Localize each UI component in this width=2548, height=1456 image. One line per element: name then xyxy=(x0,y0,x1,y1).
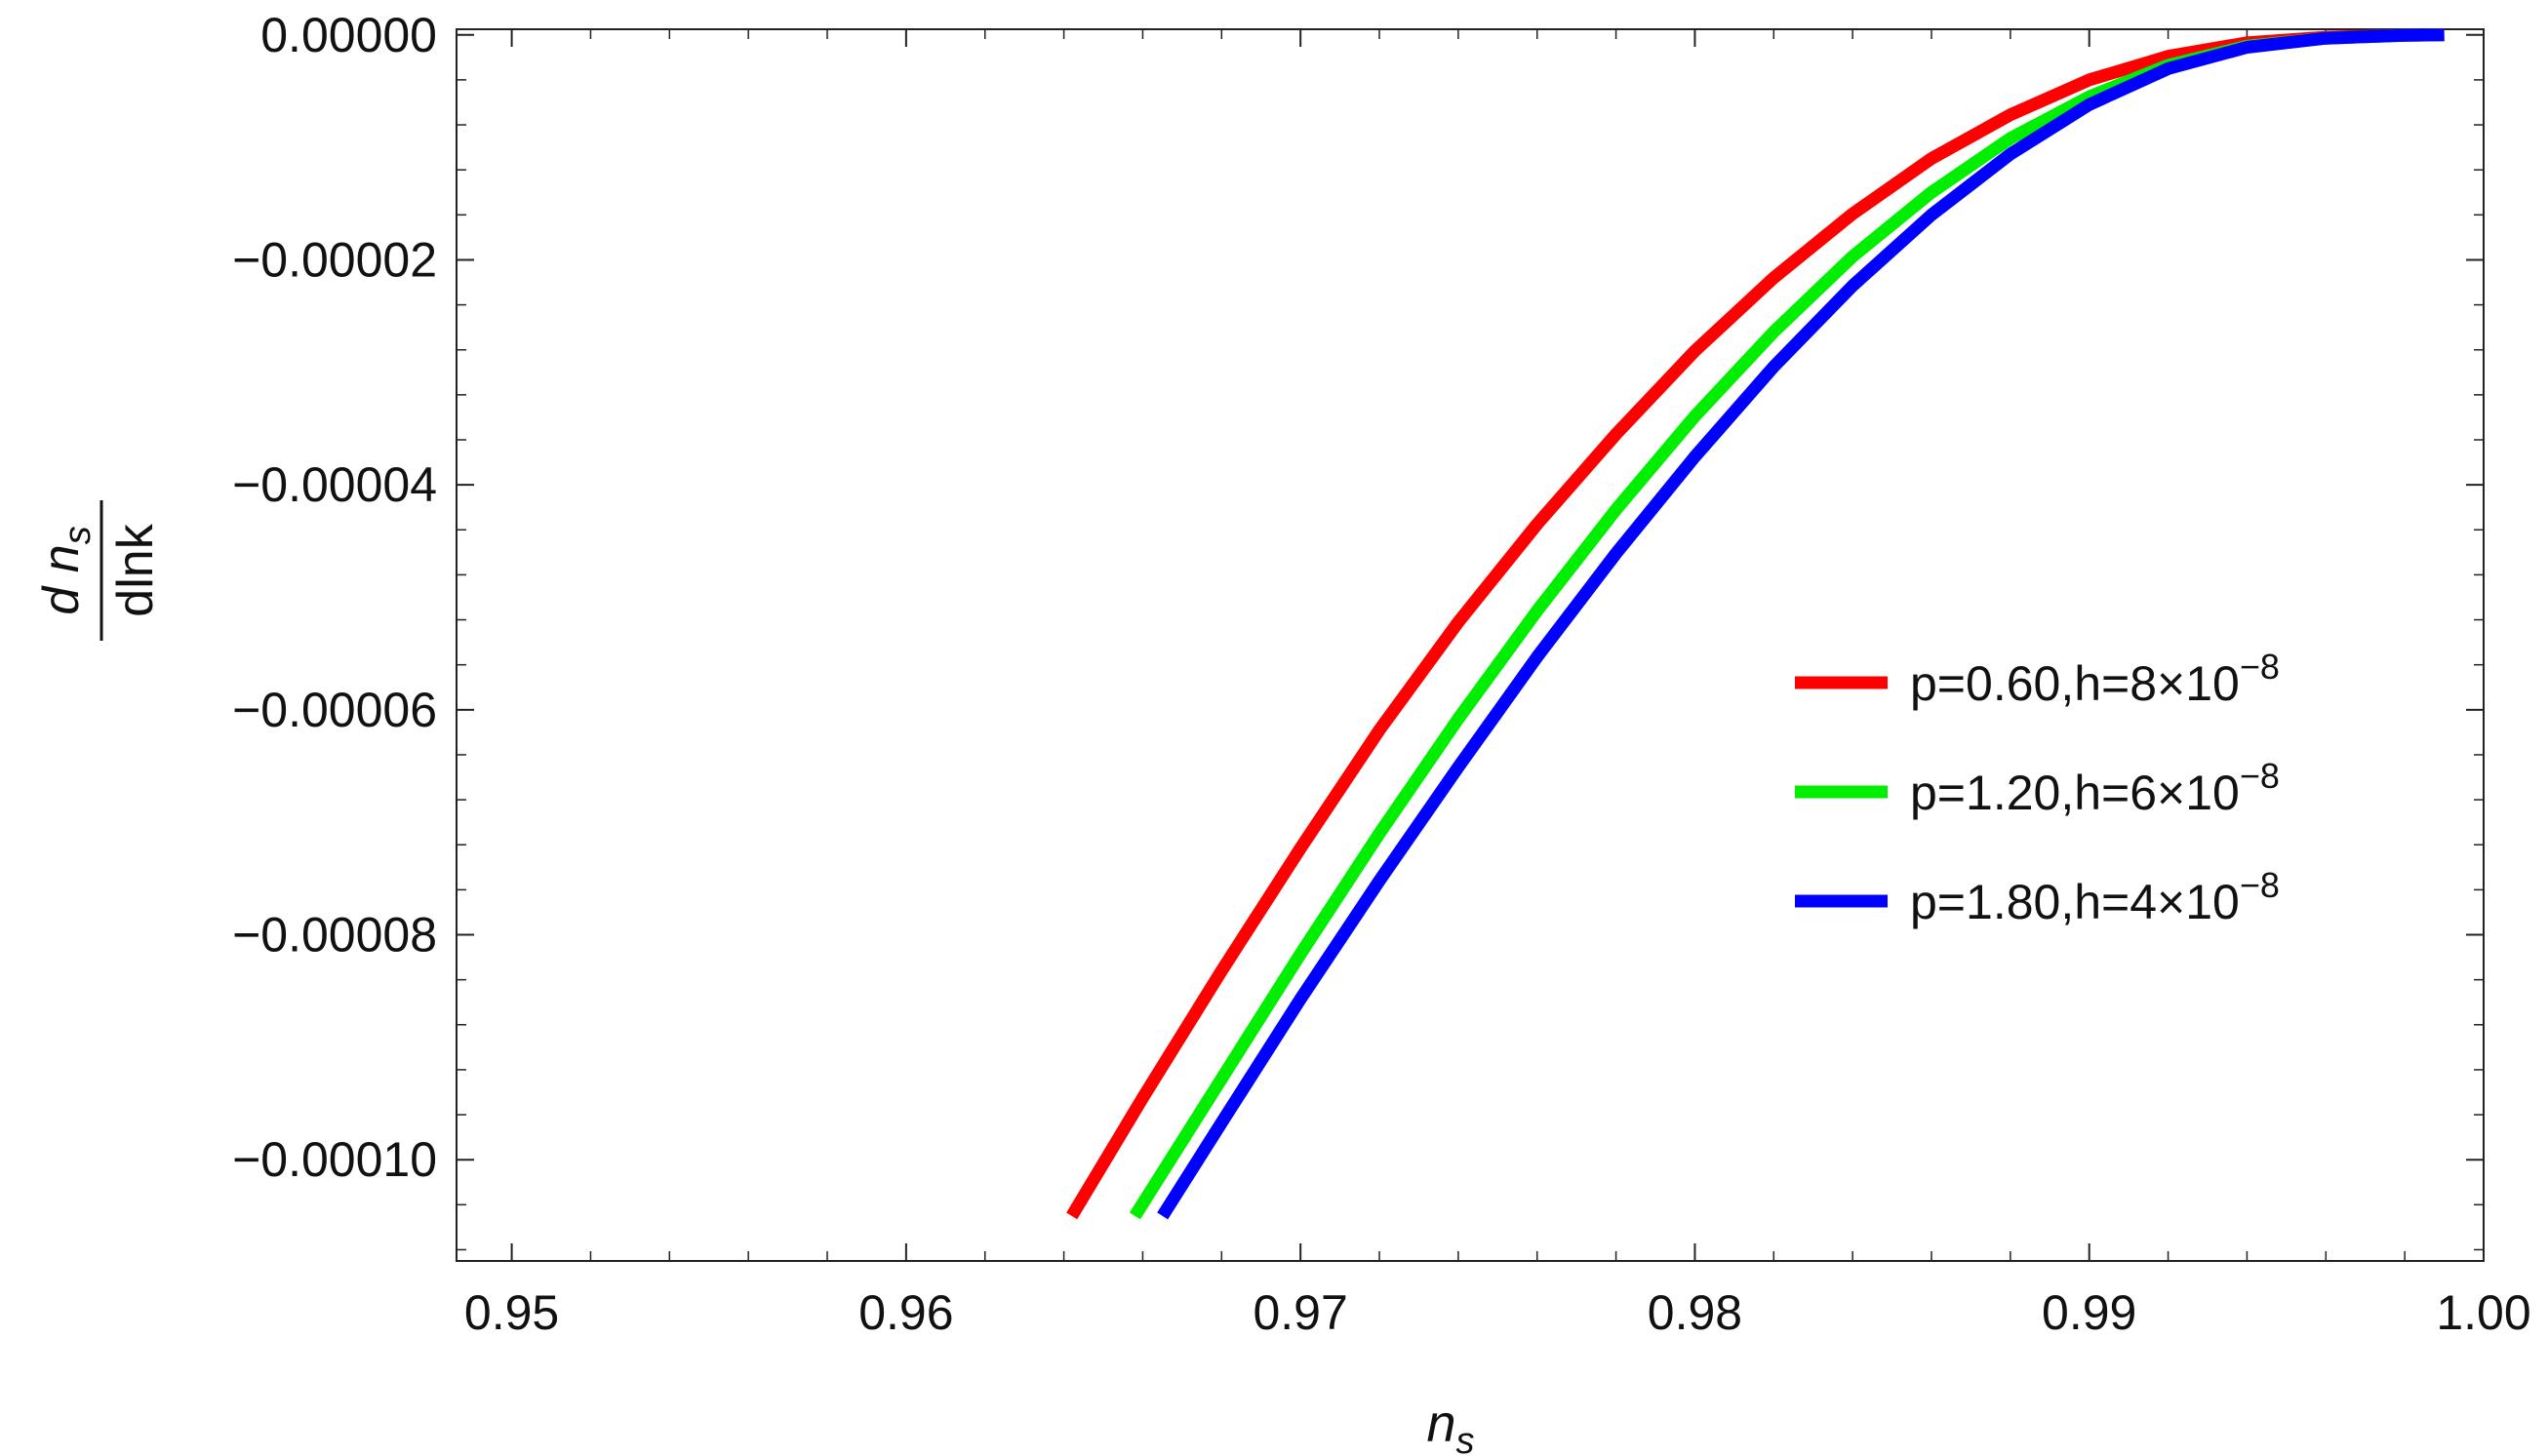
x-tick-label: 1.00 xyxy=(2436,1285,2530,1340)
y-tick-label: −0.00008 xyxy=(232,908,437,963)
x-tick-label: 0.95 xyxy=(464,1285,559,1340)
legend-label-text: p=1.20,h=6×10 xyxy=(1910,766,2240,820)
y-label-numerator: d n xyxy=(33,544,90,614)
x-axis-label: ns xyxy=(1426,1395,1474,1456)
legend-label-1: p=1.20,h=6×10−8 xyxy=(1910,756,2280,820)
series-line-2 xyxy=(1157,28,2445,1220)
legend: p=0.60,h=8×10−8p=1.20,h=6×10−8p=1.80,h=4… xyxy=(1795,647,2280,929)
svg-text:d ns: d ns xyxy=(33,526,99,614)
y-tick-label: −0.00004 xyxy=(232,457,437,512)
series-line-1 xyxy=(1129,28,2445,1220)
y-tick-label: −0.00002 xyxy=(232,232,437,287)
series-layer xyxy=(1066,28,2445,1220)
legend-label-exponent: −8 xyxy=(2240,647,2280,687)
plot-frame xyxy=(456,28,2485,1262)
x-label-sub: s xyxy=(1456,1421,1475,1456)
legend-label-0: p=0.60,h=8×10−8 xyxy=(1910,647,2280,711)
legend-label-text: p=0.60,h=8×10 xyxy=(1910,656,2240,711)
x-tick-label: 0.97 xyxy=(1253,1285,1347,1340)
x-tick-label: 0.98 xyxy=(1648,1285,1742,1340)
y-tick-label: 0.00000 xyxy=(260,8,437,62)
y-tick-label: −0.00010 xyxy=(232,1132,437,1187)
x-label-main: n xyxy=(1426,1395,1455,1453)
legend-label-2: p=1.80,h=4×10−8 xyxy=(1910,865,2280,929)
x-tick-label: 0.99 xyxy=(2042,1285,2136,1340)
legend-label-exponent: −8 xyxy=(2240,756,2280,796)
legend-label-text: p=1.80,h=4×10 xyxy=(1910,875,2240,929)
svg-text:ns: ns xyxy=(1426,1395,1474,1456)
y-label-numerator-sub: s xyxy=(58,526,99,544)
x-tick-label: 0.96 xyxy=(858,1285,953,1340)
y-axis-ticks: 0.00000 −0.00002 −0.00004 −0.00006 −0.00008 −… xyxy=(232,8,2484,1251)
y-label-denominator: dlnk xyxy=(107,523,164,616)
legend-label-exponent: −8 xyxy=(2240,865,2280,905)
x-axis-ticks: 0.95 0.96 0.97 0.98 0.99 1.00 xyxy=(464,29,2531,1340)
y-tick-label: −0.00006 xyxy=(232,683,437,737)
y-axis-label: d ns dlnk xyxy=(33,500,164,641)
